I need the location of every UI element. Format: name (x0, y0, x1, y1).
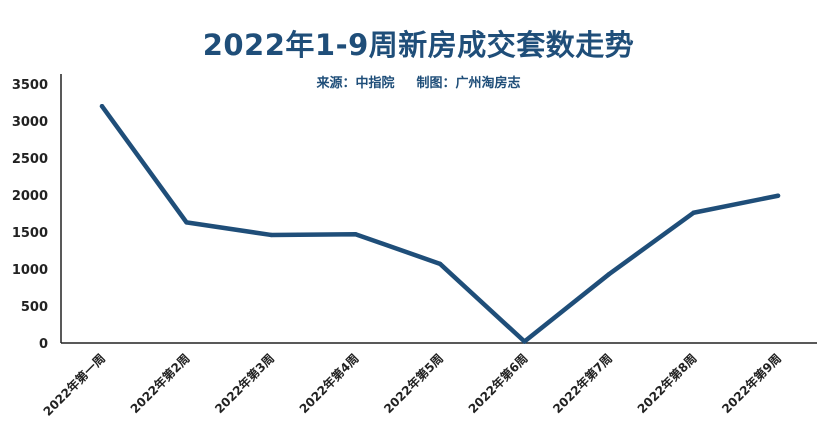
data-point (99, 104, 105, 109)
chart-subtitle: 来源：中指院 制图：广州淘房志 (0, 72, 837, 91)
y-axis-ticks: 0 500 1000 1500 2000 2500 3000 3500 (12, 78, 48, 352)
data-point (775, 193, 781, 198)
x-tick-label: 2022年第9周 (719, 351, 785, 417)
data-point (437, 261, 443, 267)
series-line (99, 103, 781, 344)
data-point (184, 220, 189, 225)
x-tick-label: 2022年第5周 (381, 351, 447, 417)
y-tick-label: 1000 (12, 263, 48, 278)
data-point (353, 232, 358, 237)
x-tick-label: 2022年第4周 (296, 351, 362, 417)
chart-title: 2022年1-9周新房成交套数走势 (202, 28, 635, 62)
x-tick-label: 2022年第7周 (550, 351, 616, 417)
y-tick-label: 2500 (12, 152, 48, 167)
y-tick-label: 1500 (12, 226, 48, 241)
chart-axes (60, 74, 817, 344)
x-tick-label: 2022年第6周 (465, 351, 531, 417)
y-tick-label: 3500 (12, 78, 48, 93)
data-point (606, 271, 612, 277)
x-tick-label: 2022年第2周 (127, 351, 193, 417)
data-point (691, 210, 696, 215)
y-tick-label: 0 (39, 337, 48, 352)
y-tick-label: 3000 (12, 115, 48, 130)
x-axis-labels: 2022年第一周 2022年第2周 2022年第3周 2022年第4周 2022年第5周… (40, 351, 784, 419)
y-tick-label: 2000 (12, 189, 48, 204)
data-point (268, 232, 274, 238)
x-tick-label: 2022年第3周 (212, 351, 278, 417)
data-point (522, 339, 527, 344)
author-text: 制图：广州淘房志 (416, 76, 521, 91)
y-tick-label: 500 (21, 300, 48, 315)
series-polyline (99, 103, 781, 344)
x-tick-label: 2022年第一周 (40, 351, 108, 419)
source-text: 来源：中指院 (316, 76, 395, 91)
x-tick-label: 2022年第8周 (634, 351, 700, 417)
